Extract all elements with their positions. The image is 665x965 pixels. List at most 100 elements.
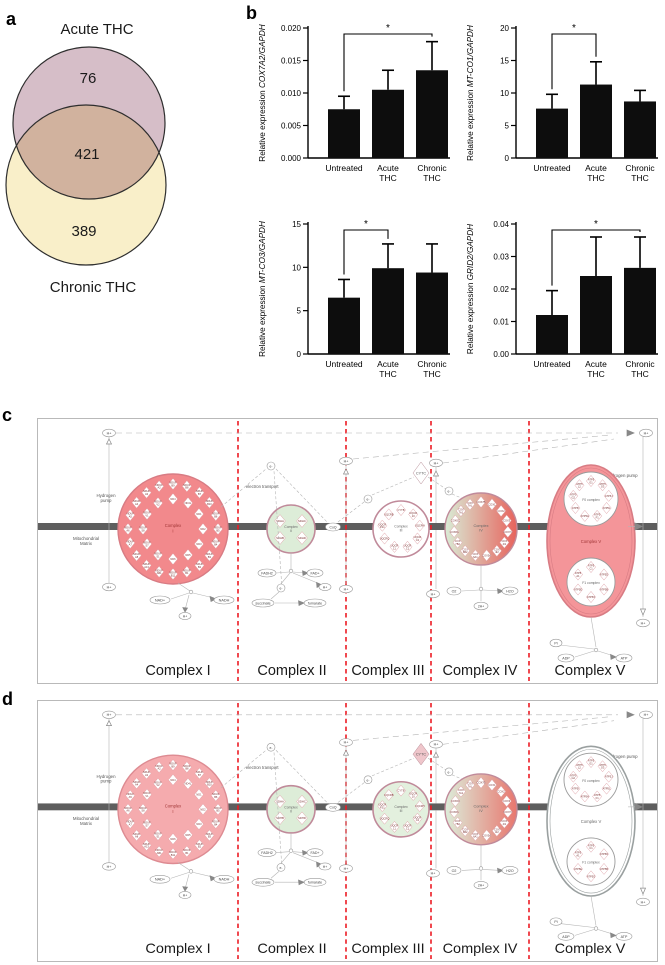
arrow-head: [182, 886, 189, 892]
gene-label: S7: [145, 543, 149, 547]
gene-label: UQCRH: [415, 804, 425, 808]
reaction-junction: [478, 586, 484, 592]
gene-label: NDUF: [212, 512, 220, 516]
gene-label: COX: [467, 501, 473, 505]
bar: [328, 109, 360, 158]
complex-v-inner-rim: [549, 748, 633, 894]
metabolite-label: ATP: [621, 935, 628, 939]
gene-label: L2: [578, 766, 581, 770]
y-tick-label: 0.000: [281, 154, 302, 163]
gene-label: C1: [406, 826, 410, 830]
gene-label: COX: [502, 819, 508, 823]
complex-v-center-label: Complex V: [581, 539, 602, 544]
gene-label: COX: [455, 819, 461, 823]
gene-label: B8: [185, 486, 189, 490]
complex-iii-center-label: Complex: [394, 525, 408, 529]
metabolite-node: [257, 848, 277, 857]
connector-line: [337, 779, 369, 803]
gene-label: 10: [412, 514, 415, 518]
gene-diamond: [168, 832, 178, 845]
gene-label: B2: [198, 845, 202, 849]
arrow-head: [105, 719, 113, 726]
gene-label: C2: [416, 538, 420, 542]
x-category-label: THC: [631, 173, 648, 183]
x-category-label: Chronic: [625, 163, 655, 173]
metabolite-node: [257, 568, 277, 578]
gene-label: B5: [216, 528, 220, 532]
gene-label: ATP5I: [572, 787, 579, 791]
gene-diamond: [142, 788, 152, 801]
connector-line: [352, 716, 611, 741]
gene-diamond: [586, 561, 596, 573]
metabolite-node: [213, 875, 235, 884]
sig-star: *: [594, 219, 598, 230]
gene-label: ATP5H: [581, 514, 589, 518]
metabolite-label: FAD+: [310, 851, 319, 855]
gene-diamond: [154, 845, 165, 858]
gene-diamond: [452, 536, 463, 549]
f1-complex-label: F1 complex: [582, 861, 600, 865]
metabolite-node: [149, 875, 171, 884]
metabolite-node: [339, 864, 353, 873]
gene-label: A8: [135, 555, 139, 559]
gene-label: B6: [214, 514, 218, 518]
metabolite-label: FADH2: [261, 571, 273, 575]
gene-label: G1: [589, 480, 593, 484]
metabolite-label: 2H+: [478, 884, 484, 888]
metabolite-label: H+: [434, 461, 439, 465]
gene-label: NDUF: [143, 511, 151, 515]
gene-label: COX7B: [477, 500, 486, 504]
gene-label: A4: [135, 502, 139, 506]
metabolite-label: H+: [107, 585, 112, 589]
y-tick-label: 0.020: [281, 24, 302, 33]
gene-label: ATP5D: [600, 852, 608, 856]
gene-label: A1: [576, 854, 580, 858]
gene-label: COX5A: [482, 553, 491, 557]
complex-ii-center-label: Complex: [284, 525, 298, 529]
gene-label: G2: [572, 495, 576, 499]
arrow-head: [610, 653, 617, 660]
gene-label: ATP5: [576, 763, 583, 767]
gene-label: V1: [145, 513, 149, 517]
x-category-label: THC: [423, 173, 440, 183]
gene-label: NDUF: [155, 483, 163, 487]
gene-diamond: [168, 847, 178, 860]
gene-label: ATP5J: [605, 494, 613, 498]
gene-label: NDUF: [124, 526, 132, 530]
gene-diamond: [491, 824, 502, 837]
gene-label: B3: [208, 555, 212, 559]
x-category-label: THC: [379, 369, 396, 379]
f0-complex-label: F0 complex: [582, 779, 600, 783]
connector-line: [292, 572, 321, 585]
metabolite-label: H+: [431, 872, 436, 876]
y-tick-label: 10: [292, 263, 301, 272]
gene-diamond: [142, 818, 152, 831]
reaction-junction: [188, 869, 194, 874]
y-axis-label-gene: MT-CO1/GAPDH: [466, 25, 475, 87]
metabolite-label: FAD+: [310, 571, 319, 575]
gene-diamond: [296, 811, 308, 825]
gene-label: COX: [462, 547, 468, 551]
complex-section-label: Complex IV: [443, 663, 518, 679]
gene-label: NDUF: [206, 499, 214, 503]
metabolite-label: Pi: [554, 920, 557, 924]
gene-diamond: [586, 756, 596, 768]
gene-diamond: [599, 863, 609, 875]
gene-diamond: [449, 806, 460, 819]
connector-line: [559, 923, 595, 928]
gene-label: B9: [171, 483, 175, 487]
gene-label: B5: [216, 809, 220, 813]
gene-label: NDUF: [169, 850, 177, 854]
gene-label: ND4: [170, 778, 176, 782]
metabolite-label: O2: [452, 869, 457, 873]
gene-diamond: [213, 523, 223, 535]
gene-label: NDUF: [206, 780, 214, 784]
gene-label: ATP5: [588, 843, 595, 847]
x-category-label: Untreated: [533, 359, 571, 369]
metabolite-label: H+: [344, 867, 349, 871]
gene-diamond: [412, 461, 430, 485]
gene-label: ATP5D: [600, 573, 608, 577]
gene-diamond: [210, 536, 221, 549]
gene-label: S1: [156, 834, 160, 838]
